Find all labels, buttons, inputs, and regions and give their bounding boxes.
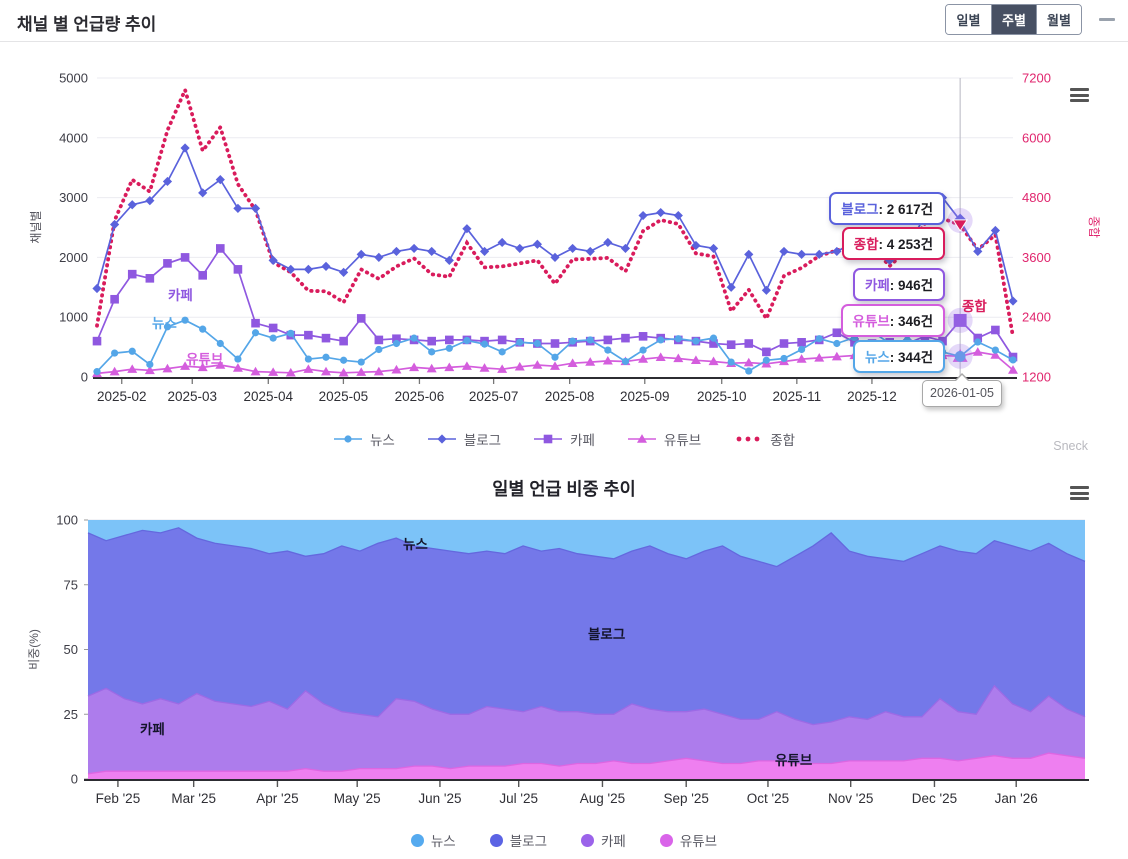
svg-text:2025-10: 2025-10 xyxy=(697,389,747,404)
svg-text:카페: 카페 xyxy=(168,288,193,303)
svg-text:2000: 2000 xyxy=(59,250,88,265)
legend2-item-1[interactable]: 블로그 xyxy=(489,830,547,850)
legend2-item-2[interactable]: 카페 xyxy=(581,830,626,850)
svg-text:2025-05: 2025-05 xyxy=(319,389,369,404)
svg-text:2025-08: 2025-08 xyxy=(545,389,595,404)
legend2-swatch-2 xyxy=(581,833,594,847)
svg-text:카페: 카페 xyxy=(140,722,165,737)
legend2-swatch-1 xyxy=(489,833,503,847)
legend1-item-4[interactable]: 종합 xyxy=(733,429,795,449)
svg-text:종합: 종합 xyxy=(962,298,987,314)
collapse-icon[interactable] xyxy=(1099,18,1115,21)
svg-text:유튜브: 유튜브 xyxy=(186,352,224,367)
svg-text:2025-11: 2025-11 xyxy=(773,389,822,404)
legend2-label-1: 블로그 xyxy=(509,834,547,849)
svg-text:2025-04: 2025-04 xyxy=(244,389,294,404)
interval-weekly-button[interactable]: 주별 xyxy=(991,5,1036,34)
svg-text:뉴스: 뉴스 xyxy=(152,316,177,331)
svg-text:2400: 2400 xyxy=(1022,310,1051,325)
svg-text:4800: 4800 xyxy=(1022,190,1051,205)
interval-monthly-button[interactable]: 월별 xyxy=(1036,5,1081,34)
chart1-legend: 뉴스 블로그 카페 유튜브 종합 xyxy=(0,429,1128,449)
date-tooltip: 2026-01-05 xyxy=(922,373,1002,407)
svg-text:5000: 5000 xyxy=(59,71,88,86)
chart2-title: 일별 언급 비중 추이 xyxy=(492,479,636,499)
svg-text:유튜브: 유튜브 xyxy=(775,753,813,768)
svg-text:2025-02: 2025-02 xyxy=(97,389,147,404)
svg-text:1200: 1200 xyxy=(1022,370,1051,385)
svg-text:2025-12: 2025-12 xyxy=(847,389,897,404)
header: 채널 별 언급량 추이 일별 주별 월별 xyxy=(0,0,1128,42)
svg-text:50: 50 xyxy=(64,642,78,657)
svg-text:2025-07: 2025-07 xyxy=(469,389,519,404)
svg-text:채널별: 채널별 xyxy=(29,210,43,243)
legend1-label-1: 블로그 xyxy=(463,433,502,448)
legend2-label-0: 뉴스 xyxy=(430,834,456,849)
svg-text:1000: 1000 xyxy=(59,310,88,325)
svg-text:3600: 3600 xyxy=(1022,250,1051,265)
legend1-item-3[interactable]: 유튜브 xyxy=(627,429,701,449)
svg-text:6000: 6000 xyxy=(1022,130,1051,145)
svg-text:Nov '25: Nov '25 xyxy=(828,791,873,806)
svg-text:25: 25 xyxy=(64,707,78,722)
svg-text:비중(%): 비중(%) xyxy=(27,629,41,670)
interval-button-group: 일별 주별 월별 xyxy=(945,4,1082,35)
svg-text:Jun '25: Jun '25 xyxy=(418,791,461,806)
chart2-legend: 뉴스 블로그 카페 유튜브 xyxy=(0,830,1128,850)
mention-trend-chart[interactable]: 0 1000 2000 3000 4000 5000 1200 2400 3600 4800 600… xyxy=(0,57,1128,419)
legend2-swatch-0 xyxy=(410,833,424,847)
svg-text:0: 0 xyxy=(71,772,78,787)
legend1-label-4: 종합 xyxy=(770,433,796,448)
share-trend-chart[interactable]: 0 25 50 75 100 비중(%) Feb '25 Mar '25 Apr '25 May … xyxy=(0,505,1128,810)
svg-text:종합: 종합 xyxy=(1087,216,1101,238)
svg-text:0: 0 xyxy=(81,370,88,385)
svg-text:May '25: May '25 xyxy=(334,791,381,806)
svg-text:Dec '25: Dec '25 xyxy=(912,791,957,806)
legend2-item-0[interactable]: 뉴스 xyxy=(410,830,456,850)
svg-text:2025-06: 2025-06 xyxy=(395,389,445,404)
svg-text:블로그: 블로그 xyxy=(588,627,625,642)
legend1-label-3: 유튜브 xyxy=(663,433,702,448)
legend1-label-2: 카페 xyxy=(570,433,595,448)
svg-text:Sep '25: Sep '25 xyxy=(664,791,709,806)
page-title: 채널 별 언급량 추이 xyxy=(17,15,157,34)
chart1-menu-icon[interactable] xyxy=(1070,88,1089,105)
chart2-menu-icon[interactable] xyxy=(1070,486,1089,503)
svg-text:4000: 4000 xyxy=(59,130,88,145)
interval-daily-button[interactable]: 일별 xyxy=(946,5,991,34)
legend2-item-3[interactable]: 유튜브 xyxy=(659,830,718,850)
svg-text:2025-09: 2025-09 xyxy=(620,389,670,404)
svg-text:3000: 3000 xyxy=(59,190,88,205)
legend1-label-0: 뉴스 xyxy=(369,433,395,448)
watermark: Sneck xyxy=(1053,439,1088,453)
svg-text:75: 75 xyxy=(64,577,78,592)
svg-text:Apr '25: Apr '25 xyxy=(256,791,298,806)
svg-text:Jan '26: Jan '26 xyxy=(995,791,1038,806)
svg-text:Oct '25: Oct '25 xyxy=(747,791,789,806)
legend2-label-3: 유튜브 xyxy=(679,834,718,849)
legend1-item-1[interactable]: 블로그 xyxy=(427,429,501,449)
legend1-item-2[interactable]: 카페 xyxy=(533,429,595,449)
svg-text:2025-03: 2025-03 xyxy=(167,389,217,404)
svg-text:Mar '25: Mar '25 xyxy=(171,791,216,806)
svg-text:100: 100 xyxy=(56,513,78,528)
legend1-item-0[interactable]: 뉴스 xyxy=(333,429,395,449)
svg-text:Jul '25: Jul '25 xyxy=(499,791,538,806)
date-tooltip-label: 2026-01-05 xyxy=(930,386,994,400)
svg-text:Feb '25: Feb '25 xyxy=(96,791,141,806)
legend2-label-2: 카페 xyxy=(601,834,626,849)
svg-text:뉴스: 뉴스 xyxy=(403,537,428,552)
svg-text:Aug '25: Aug '25 xyxy=(580,791,625,806)
legend2-swatch-3 xyxy=(659,833,673,847)
svg-text:7200: 7200 xyxy=(1022,71,1051,86)
